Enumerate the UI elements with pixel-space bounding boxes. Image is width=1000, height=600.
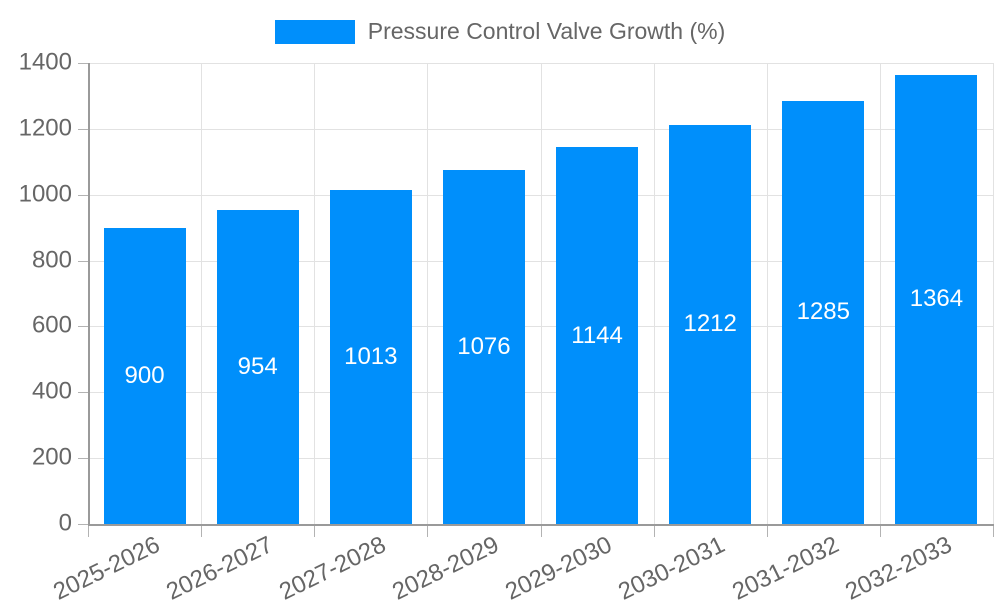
x-axis-tick-label: 2027-2028 bbox=[275, 531, 391, 600]
x-axis-tick-label: 2032-2033 bbox=[840, 531, 956, 600]
bar-value-label: 1212 bbox=[683, 310, 737, 338]
bar[interactable]: 954 bbox=[216, 209, 299, 524]
x-axis-tick bbox=[653, 524, 655, 537]
x-gridline bbox=[201, 63, 203, 524]
bar[interactable]: 1076 bbox=[442, 169, 525, 524]
x-gridline bbox=[427, 63, 429, 524]
x-axis-tick-label: 2028-2029 bbox=[388, 531, 504, 600]
x-axis-tick bbox=[314, 524, 316, 537]
x-axis-tick-label: 2026-2027 bbox=[162, 531, 278, 600]
x-axis-line bbox=[88, 524, 994, 526]
bar[interactable]: 900 bbox=[103, 227, 186, 524]
legend-item[interactable]: Pressure Control Valve Growth (%) bbox=[274, 18, 726, 45]
bar[interactable]: 1144 bbox=[556, 147, 639, 524]
legend-color-swatch bbox=[274, 19, 355, 44]
x-gridline bbox=[540, 63, 542, 524]
x-axis-tick-label: 2031-2032 bbox=[727, 531, 843, 600]
y-axis-tick-label: 800 bbox=[31, 246, 72, 274]
x-axis-tick bbox=[88, 524, 89, 537]
bar-value-label: 1364 bbox=[909, 285, 964, 313]
bar-value-label: 1013 bbox=[344, 343, 398, 371]
bar[interactable]: 1364 bbox=[895, 74, 978, 524]
x-gridline bbox=[653, 63, 655, 524]
legend-series-label: Pressure Control Valve Growth (%) bbox=[367, 18, 726, 44]
x-axis-tick bbox=[993, 524, 994, 537]
y-axis-tick-label: 1000 bbox=[18, 180, 72, 208]
x-axis-tick bbox=[540, 524, 542, 537]
x-gridline bbox=[993, 63, 994, 524]
y-axis-tick-label: 0 bbox=[58, 509, 72, 537]
y-axis-tick-label: 1400 bbox=[18, 48, 72, 76]
bar[interactable]: 1212 bbox=[669, 124, 752, 524]
x-axis-tick-label: 2029-2030 bbox=[501, 531, 617, 600]
y-axis-tick bbox=[78, 260, 88, 262]
x-gridline bbox=[766, 63, 768, 524]
x-axis-tick bbox=[766, 524, 768, 537]
y-axis-tick-label: 200 bbox=[31, 443, 72, 471]
bar-value-label: 954 bbox=[237, 352, 278, 380]
bar[interactable]: 1285 bbox=[782, 100, 865, 524]
bar-value-label: 1076 bbox=[457, 332, 511, 360]
x-gridline bbox=[314, 63, 316, 524]
y-axis-tick bbox=[78, 392, 88, 394]
y-axis-line bbox=[88, 63, 90, 524]
x-axis-tick-label: 2025-2026 bbox=[48, 531, 164, 600]
y-axis-tick bbox=[78, 326, 88, 328]
bar[interactable]: 1013 bbox=[329, 190, 412, 524]
y-axis-tick-label: 600 bbox=[31, 311, 72, 339]
y-axis-tick bbox=[78, 128, 88, 130]
bar-value-label: 1285 bbox=[796, 298, 850, 326]
y-axis-tick-label: 1200 bbox=[18, 114, 72, 142]
y-axis-tick bbox=[78, 458, 88, 460]
x-axis-tick bbox=[427, 524, 429, 537]
y-axis-tick bbox=[78, 194, 88, 196]
x-axis-tick bbox=[879, 524, 881, 537]
x-gridline bbox=[879, 63, 881, 524]
y-axis-tick-label: 400 bbox=[31, 377, 72, 405]
y-axis-tick bbox=[78, 524, 88, 525]
y-axis-tick bbox=[78, 63, 88, 64]
bar-value-label: 1144 bbox=[571, 321, 623, 349]
bar-value-label: 900 bbox=[124, 361, 165, 389]
x-axis-tick bbox=[201, 524, 203, 537]
x-axis-tick-label: 2030-2031 bbox=[614, 531, 730, 600]
chart-legend: Pressure Control Valve Growth (%) bbox=[0, 18, 1000, 45]
